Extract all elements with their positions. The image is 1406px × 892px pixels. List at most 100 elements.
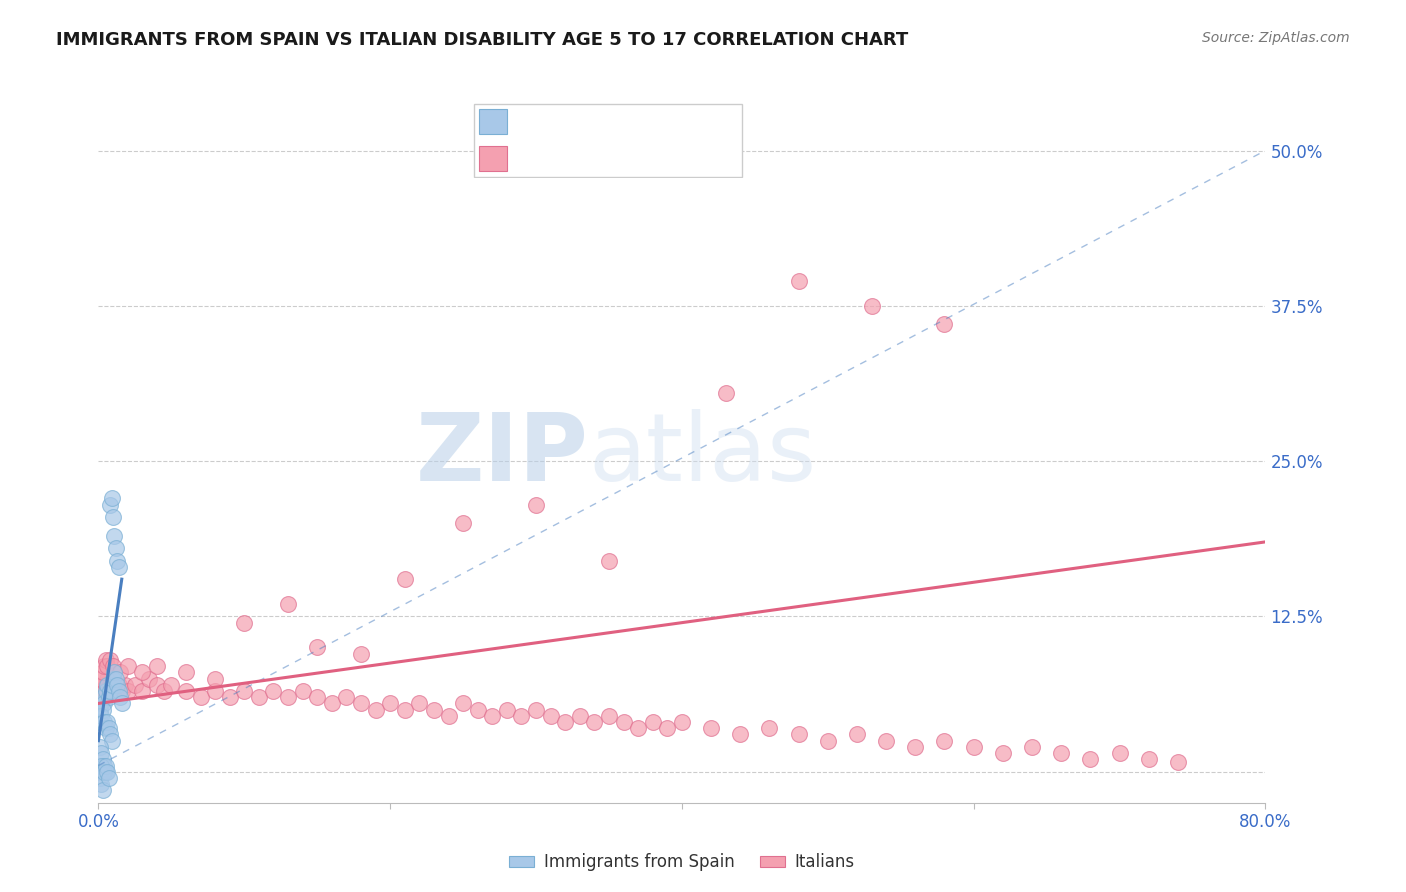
Point [350,697,373,711]
Point [93,764,115,779]
Point [307,690,329,705]
Text: R = 0.362: R = 0.362 [517,149,602,168]
Point [146,659,169,673]
Point [105,678,128,692]
Point [277,597,299,611]
FancyBboxPatch shape [479,145,506,171]
Point [89,739,111,754]
Point [93,714,115,729]
Point [110,690,132,705]
Point [394,703,416,717]
Point [94,764,117,779]
Point [204,672,226,686]
Point [380,697,402,711]
Point [262,684,284,698]
Point [160,678,183,692]
Point [97,684,120,698]
Text: atlas: atlas [589,409,817,501]
Point [91,678,114,692]
Point [89,714,111,729]
Point [93,659,115,673]
Point [108,678,131,692]
Point [90,697,112,711]
Text: R = 0.276: R = 0.276 [517,113,600,131]
Point [96,659,118,673]
Point [108,684,131,698]
Point [124,678,146,692]
FancyBboxPatch shape [479,110,506,135]
Point [89,764,111,779]
Point [104,672,127,686]
Point [105,553,128,567]
Point [671,714,693,729]
Point [101,672,124,686]
Point [1021,739,1043,754]
Point [89,690,111,705]
Point [90,777,112,791]
Point [1167,755,1189,769]
Point [103,529,125,543]
Point [100,491,122,506]
Point [481,708,503,723]
Point [90,746,112,760]
Point [875,733,897,747]
Point [174,684,197,698]
Point [307,640,329,655]
Point [598,553,620,567]
Point [204,684,226,698]
Point [1137,752,1160,766]
Point [1108,746,1130,760]
Point [98,498,121,512]
Text: Source: ZipAtlas.com: Source: ZipAtlas.com [1202,31,1350,45]
Point [437,708,460,723]
Point [277,690,299,705]
Point [554,714,576,729]
Point [131,665,153,680]
Point [94,653,117,667]
Point [104,541,127,555]
Point [91,665,114,680]
Point [321,697,343,711]
Point [394,572,416,586]
Point [467,703,489,717]
Point [700,721,723,735]
Text: IMMIGRANTS FROM SPAIN VS ITALIAN DISABILITY AGE 5 TO 17 CORRELATION CHART: IMMIGRANTS FROM SPAIN VS ITALIAN DISABIL… [56,31,908,49]
Point [991,746,1014,760]
Point [91,703,114,717]
Point [93,758,115,772]
Point [714,385,737,400]
Point [100,733,122,747]
Point [962,739,984,754]
Point [657,721,679,735]
Point [218,690,240,705]
Point [247,690,270,705]
Point [91,752,114,766]
Point [108,559,131,574]
Point [103,665,125,680]
Point [524,703,547,717]
Point [641,714,664,729]
Point [97,690,120,705]
Point [101,659,124,673]
Point [94,758,117,772]
Point [98,684,121,698]
Point [758,721,780,735]
Text: N = 98: N = 98 [636,149,697,168]
Point [94,684,117,698]
Text: ZIP: ZIP [416,409,589,501]
Point [787,274,810,288]
Point [190,690,212,705]
Point [583,714,606,729]
Text: N = 47: N = 47 [636,113,697,131]
Point [89,771,111,785]
Point [96,764,118,779]
Point [335,690,357,705]
Point [111,697,134,711]
Point [90,684,112,698]
Point [98,653,121,667]
Point [90,758,112,772]
Point [233,684,256,698]
Point [93,684,115,698]
Point [408,697,430,711]
Point [568,708,591,723]
